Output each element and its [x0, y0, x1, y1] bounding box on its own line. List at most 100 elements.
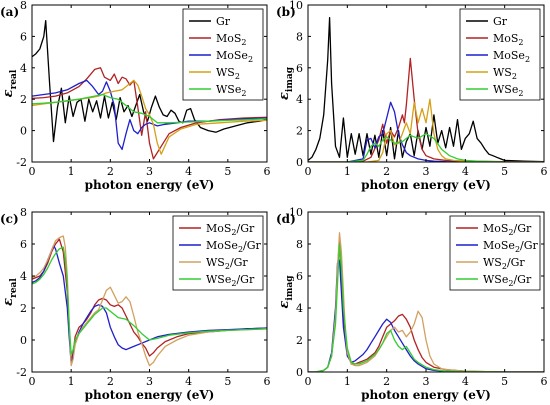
x-tick-label: 2 — [107, 375, 114, 388]
y-tick-label: 2 — [20, 302, 27, 315]
y-tick-label: 6 — [20, 238, 27, 251]
panel-3: 0 1 2 3 4 5 6 0 2 4 6 8 10 photon energy (eV) εimag (d)… — [276, 206, 548, 402]
panel-label: (b) — [276, 5, 296, 19]
legend: Gr MoS2 MoSe2 WS2 WSe2 — [459, 8, 541, 101]
y-tick-label: 2 — [296, 334, 303, 347]
panel-label: (a) — [0, 5, 19, 19]
x-tick-label: 0 — [305, 165, 312, 178]
x-tick-label: 5 — [224, 375, 231, 388]
panel-label: (d) — [276, 212, 296, 226]
legend-entry: WS2/Gr — [206, 256, 248, 271]
y-tick-label: 2 — [20, 93, 27, 106]
legend: MoS2/Gr MoSe2/Gr WS2/Gr WSe2/Gr — [172, 215, 264, 291]
x-tick-label: 5 — [501, 165, 508, 178]
y-tick-label: 10 — [289, 206, 303, 219]
y-tick-label: 0 — [20, 125, 27, 138]
series-line-mos2-gr — [32, 238, 267, 362]
x-tick-label: 1 — [344, 165, 351, 178]
series-line-wse2-gr — [32, 246, 267, 356]
series-line-ws2-gr — [32, 235, 267, 367]
series-line-mose2-gr — [32, 244, 267, 365]
legend: MoS2/Gr MoSe2/Gr WS2/Gr WSe2/Gr — [449, 215, 541, 291]
series-line-wse2 — [308, 133, 544, 162]
x-tick-label: 5 — [501, 375, 508, 388]
legend-entry: MoSe2 — [216, 49, 253, 64]
y-tick-label: 2 — [296, 125, 303, 138]
y-tick-label: 0 — [20, 334, 27, 347]
legend-entry: WS2 — [493, 66, 517, 81]
x-axis-label: photon energy (eV) — [85, 178, 215, 192]
x-tick-label: 3 — [423, 375, 430, 388]
panel-label: (c) — [0, 212, 19, 226]
panel-1: 0 1 2 3 4 5 6 0 2 4 6 8 10 photon energy (eV) εimag (b)… — [276, 0, 548, 192]
x-tick-label: 3 — [423, 165, 430, 178]
y-tick-label: 6 — [20, 30, 27, 43]
legend-entry: Gr — [216, 15, 231, 28]
x-axis-label: photon energy (eV) — [85, 388, 215, 402]
series-line-wse2-gr — [308, 243, 544, 372]
legend-entry: WSe2 — [216, 83, 246, 98]
y-tick-label: 10 — [289, 0, 303, 12]
x-tick-label: 0 — [29, 165, 36, 178]
x-tick-label: 0 — [305, 375, 312, 388]
legend-entry: WSe2/Gr — [483, 273, 532, 288]
y-tick-label: 6 — [296, 62, 303, 75]
x-tick-label: 4 — [185, 375, 192, 388]
legend-entry: Gr — [493, 15, 508, 28]
y-tick-label: 4 — [20, 270, 27, 283]
legend-box — [459, 8, 541, 101]
legend-entry: MoS2 — [216, 32, 247, 47]
legend-entry: MoS2/Gr — [206, 222, 255, 237]
x-tick-label: 4 — [185, 165, 192, 178]
x-tick-label: 1 — [344, 375, 351, 388]
legend-entry: WSe2/Gr — [206, 273, 255, 288]
x-tick-label: 6 — [541, 375, 548, 388]
x-tick-label: 1 — [68, 375, 75, 388]
y-tick-label: 8 — [296, 238, 303, 251]
y-tick-label: 6 — [296, 270, 303, 283]
y-axis-label: εimag — [277, 66, 295, 100]
y-tick-label: 4 — [20, 62, 27, 75]
y-tick-label: 8 — [20, 0, 27, 12]
legend-entry: MoS2/Gr — [483, 222, 532, 237]
series-line-wse2 — [32, 93, 267, 124]
y-tick-label: 4 — [296, 93, 303, 106]
legend-entry: MoSe2/Gr — [206, 239, 262, 254]
x-tick-label: 3 — [146, 375, 153, 388]
x-tick-label: 0 — [29, 375, 36, 388]
x-tick-label: 6 — [264, 375, 271, 388]
y-tick-label: 0 — [296, 156, 303, 169]
x-tick-label: 6 — [541, 165, 548, 178]
y-tick-label: -2 — [16, 366, 27, 379]
legend-entry: WS2 — [216, 66, 240, 81]
legend-entry: WSe2 — [493, 83, 523, 98]
x-tick-label: 3 — [146, 165, 153, 178]
x-tick-label: 4 — [462, 165, 469, 178]
x-tick-label: 2 — [383, 375, 390, 388]
y-axis-label: εimag — [277, 275, 295, 309]
series-line-gr — [32, 20, 267, 143]
x-tick-label: 2 — [107, 165, 114, 178]
y-tick-label: -2 — [16, 156, 27, 169]
x-axis-label: photon energy (eV) — [361, 178, 491, 192]
y-tick-label: 8 — [296, 30, 303, 43]
x-tick-label: 4 — [462, 375, 469, 388]
y-axis-label: εreal — [1, 278, 19, 306]
x-tick-label: 1 — [68, 165, 75, 178]
legend: Gr MoS2 MoSe2 WS2 WSe2 — [182, 8, 264, 101]
x-tick-label: 5 — [224, 165, 231, 178]
legend-entry: MoS2 — [493, 32, 524, 47]
y-tick-label: 8 — [20, 206, 27, 219]
x-tick-label: 2 — [383, 165, 390, 178]
legend-entry: MoSe2/Gr — [483, 239, 539, 254]
x-axis-label: photon energy (eV) — [361, 388, 491, 402]
legend-entry: MoSe2 — [493, 49, 530, 64]
legend-entry: WS2/Gr — [483, 256, 525, 271]
series-line-mos2 — [32, 67, 267, 160]
y-tick-label: 4 — [296, 302, 303, 315]
y-axis-label: εreal — [1, 69, 19, 97]
x-tick-label: 6 — [264, 165, 271, 178]
